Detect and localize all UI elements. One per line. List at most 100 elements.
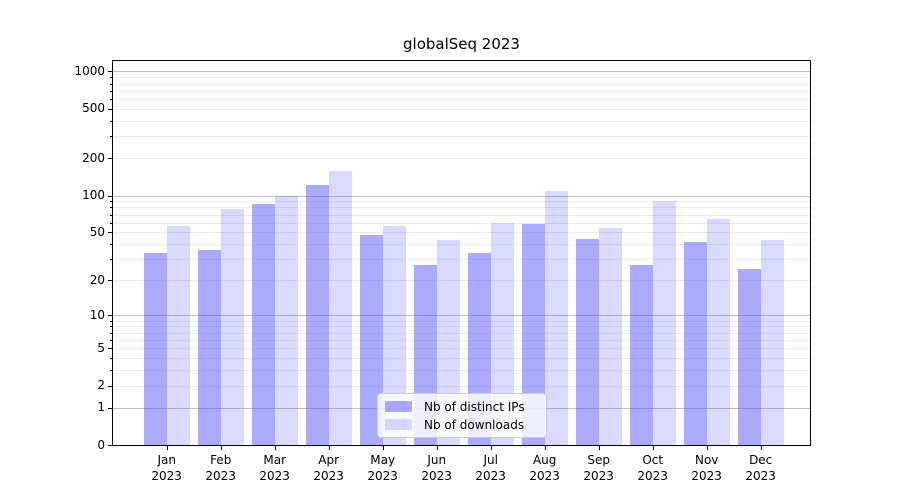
y-minor-tick-mark (110, 370, 112, 371)
x-tick-mark (760, 446, 762, 450)
bar-distinct-ips (737, 268, 761, 445)
bar-distinct-ips (143, 252, 167, 445)
bar-distinct-ips (305, 184, 329, 445)
y-tick-mark (108, 348, 112, 350)
y-tick-mark (108, 195, 112, 197)
y-tick-label: 0 (97, 437, 105, 452)
bar-distinct-ips (575, 239, 599, 445)
legend-item-downloads: Nb of downloads (385, 417, 546, 432)
x-tick-mark (220, 446, 222, 450)
bar-distinct-ips (251, 204, 275, 445)
y-gridline (113, 77, 810, 79)
x-tick-label: Nov 2023 (691, 453, 722, 483)
bar-distinct-ips (197, 249, 221, 445)
y-tick-label: 5 (97, 340, 105, 355)
y-minor-tick-mark (110, 222, 112, 224)
y-gridline (113, 259, 810, 261)
y-gridline (113, 207, 810, 209)
y-tick-mark (108, 280, 112, 282)
y-minor-tick-mark (110, 83, 112, 85)
legend-swatch-distinct-ips (385, 401, 412, 412)
x-tick-mark (166, 446, 168, 450)
y-tick-mark (108, 71, 112, 73)
legend-label-distinct-ips: Nb of distinct IPs (424, 399, 525, 414)
y-gridline (113, 339, 810, 341)
y-gridline (113, 214, 810, 216)
y-gridline (113, 222, 810, 224)
y-gridline (113, 320, 810, 322)
y-gridline (113, 83, 810, 85)
y-tick-label: 2 (97, 378, 105, 393)
bar-downloads (166, 226, 190, 445)
y-minor-tick-mark (110, 201, 112, 203)
y-gridline (113, 232, 810, 234)
y-minor-tick-mark (110, 214, 112, 216)
bar-downloads (706, 219, 730, 445)
bar-distinct-ips (359, 234, 383, 445)
bar-downloads (760, 240, 784, 445)
y-gridline (113, 348, 810, 350)
x-tick-label: Sep 2023 (583, 453, 614, 483)
y-gridline (113, 120, 810, 122)
y-minor-tick-mark (110, 77, 112, 79)
x-tick-label: Mar 2023 (259, 453, 290, 483)
y-gridline (113, 358, 810, 359)
x-tick-mark (706, 446, 708, 450)
y-tick-label: 1 (97, 400, 105, 414)
x-tick-mark (598, 446, 600, 450)
x-tick-label: Jan 2023 (151, 453, 182, 483)
x-tick-label: Oct 2023 (637, 453, 668, 483)
y-gridline (113, 326, 810, 328)
bar-downloads (274, 195, 298, 445)
y-tick-mark (108, 315, 112, 317)
y-minor-tick-mark (110, 332, 112, 334)
y-gridline (113, 332, 810, 334)
legend: Nb of distinct IPs Nb of downloads (377, 393, 547, 438)
y-gridline (113, 136, 810, 138)
y-tick-label: 100 (82, 188, 105, 202)
y-tick-mark (108, 108, 112, 110)
x-tick-label: Apr 2023 (313, 453, 344, 483)
y-gridline (113, 71, 810, 73)
x-tick-mark (382, 446, 384, 450)
y-gridline (113, 108, 810, 110)
x-tick-mark (544, 446, 546, 450)
bar-distinct-ips (521, 223, 545, 445)
x-tick-label: Aug 2023 (529, 453, 560, 483)
y-minor-tick-mark (110, 358, 112, 359)
legend-swatch-downloads (385, 419, 412, 430)
y-gridline (113, 201, 810, 203)
y-minor-tick-mark (110, 259, 112, 261)
legend-label-downloads: Nb of downloads (424, 417, 525, 432)
y-gridline (113, 385, 810, 387)
plot-area (112, 60, 811, 446)
bar-downloads (382, 226, 406, 445)
y-tick-mark (108, 232, 112, 234)
x-tick-label: Jul 2023 (475, 453, 506, 483)
y-minor-tick-mark (110, 207, 112, 209)
bar-downloads (220, 209, 244, 445)
y-minor-tick-mark (110, 320, 112, 322)
x-tick-mark (436, 446, 438, 450)
y-gridline (113, 370, 810, 371)
y-tick-label: 1000 (74, 63, 105, 78)
y-tick-label: 500 (82, 101, 105, 116)
y-gridline (113, 158, 810, 160)
x-tick-label: Jun 2023 (421, 453, 452, 483)
bar-downloads (328, 170, 352, 445)
legend-item-distinct-ips: Nb of distinct IPs (385, 399, 546, 414)
y-tick-mark (108, 158, 112, 160)
y-minor-tick-mark (110, 136, 112, 138)
bar-downloads (544, 190, 568, 445)
y-minor-tick-mark (110, 244, 112, 246)
y-tick-mark (108, 385, 112, 387)
y-tick-label: 10 (89, 307, 105, 322)
y-tick-label: 200 (82, 150, 105, 165)
y-tick-label: 50 (89, 224, 105, 239)
y-minor-tick-mark (110, 339, 112, 341)
y-minor-tick-mark (110, 90, 112, 92)
y-minor-tick-mark (110, 326, 112, 328)
x-tick-label: Dec 2023 (745, 453, 776, 483)
y-gridline (113, 195, 810, 197)
